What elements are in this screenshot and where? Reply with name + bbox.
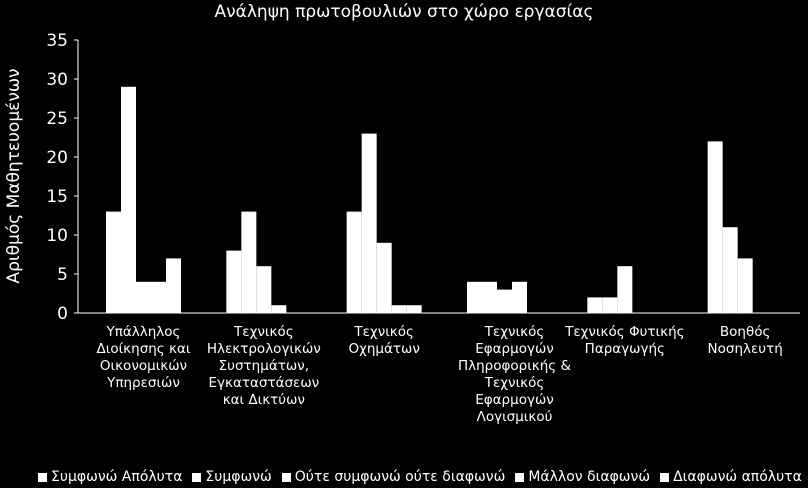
x-tick-label: Τεχνικός Ηλεκτρολογικών Συστημάτων, Εγκατασ… [207, 324, 321, 408]
legend-label: Ούτε συμφωνώ ούτε διαφωνώ [294, 469, 506, 485]
bar [512, 281, 527, 313]
legend-item: Μάλλον διαφωνώ [515, 469, 650, 485]
x-tick-label: Υπάλληλος Διοίκησης και Οικονομικών Υπηρεσι… [97, 324, 191, 391]
bar [136, 281, 151, 313]
legend-label: Συμφωνώ [205, 469, 272, 485]
bar [271, 305, 287, 313]
bar [737, 258, 753, 313]
bar [617, 266, 633, 313]
x-tick-label: Τεχνικός Εφαρμογών Πληροφορικής & Τεχνικός Ε… [458, 324, 572, 425]
legend-swatch [515, 472, 525, 482]
bar [722, 227, 738, 313]
bar [406, 305, 422, 313]
bar [482, 281, 497, 313]
y-tick-label: 20 [46, 148, 68, 168]
bar [121, 86, 136, 313]
x-tick-label: Βοηθός Νοσηλευτή [708, 324, 783, 357]
y-tick-label: 5 [57, 265, 68, 285]
legend-label: Μάλλον διαφωνώ [528, 469, 651, 485]
legend: Συμφωνώ Απόλυτα Συμφωνώ Ούτε συμφωνώ ούτε … [38, 469, 802, 485]
bar [587, 297, 603, 313]
legend-swatch [660, 472, 670, 482]
bar [346, 211, 362, 313]
bar [376, 242, 392, 313]
bar [226, 250, 242, 313]
bar [497, 289, 512, 313]
legend-swatch [192, 472, 202, 482]
bar [707, 141, 723, 313]
bar [166, 258, 181, 313]
x-tick-label: Τεχνικός Φυτικής Παραγωγής [564, 324, 684, 357]
bar [106, 211, 121, 313]
legend-swatch [281, 472, 291, 482]
bar [467, 281, 482, 313]
bar [361, 133, 377, 313]
legend-item: Συμφωνώ [192, 469, 272, 485]
x-tick-label: Τεχνικός Οχημάτων [348, 324, 419, 357]
y-tick-label: 10 [46, 226, 68, 246]
bar [256, 266, 272, 313]
y-tick-label: 25 [46, 109, 68, 129]
legend-item: Συμφωνώ Απόλυτα [38, 469, 182, 485]
y-tick-label: 30 [46, 70, 68, 90]
bar [602, 297, 618, 313]
chart-title: Ανάληψη πρωτοβουλιών στο χώρο εργασίας [214, 2, 594, 22]
legend-swatch [38, 472, 47, 482]
y-tick-label: 15 [46, 187, 68, 207]
bar [241, 211, 257, 313]
bar [151, 281, 166, 313]
legend-label: Συμφωνώ Απόλυτα [51, 469, 183, 485]
y-tick-label: 35 [46, 31, 68, 51]
bar [391, 305, 407, 313]
legend-item: Διαφωνώ απόλυτα [660, 469, 802, 485]
legend-label: Διαφωνώ απόλυτα [673, 469, 802, 485]
y-tick-label: 0 [57, 304, 68, 324]
legend-item: Ούτε συμφωνώ ούτε διαφωνώ [281, 469, 506, 485]
